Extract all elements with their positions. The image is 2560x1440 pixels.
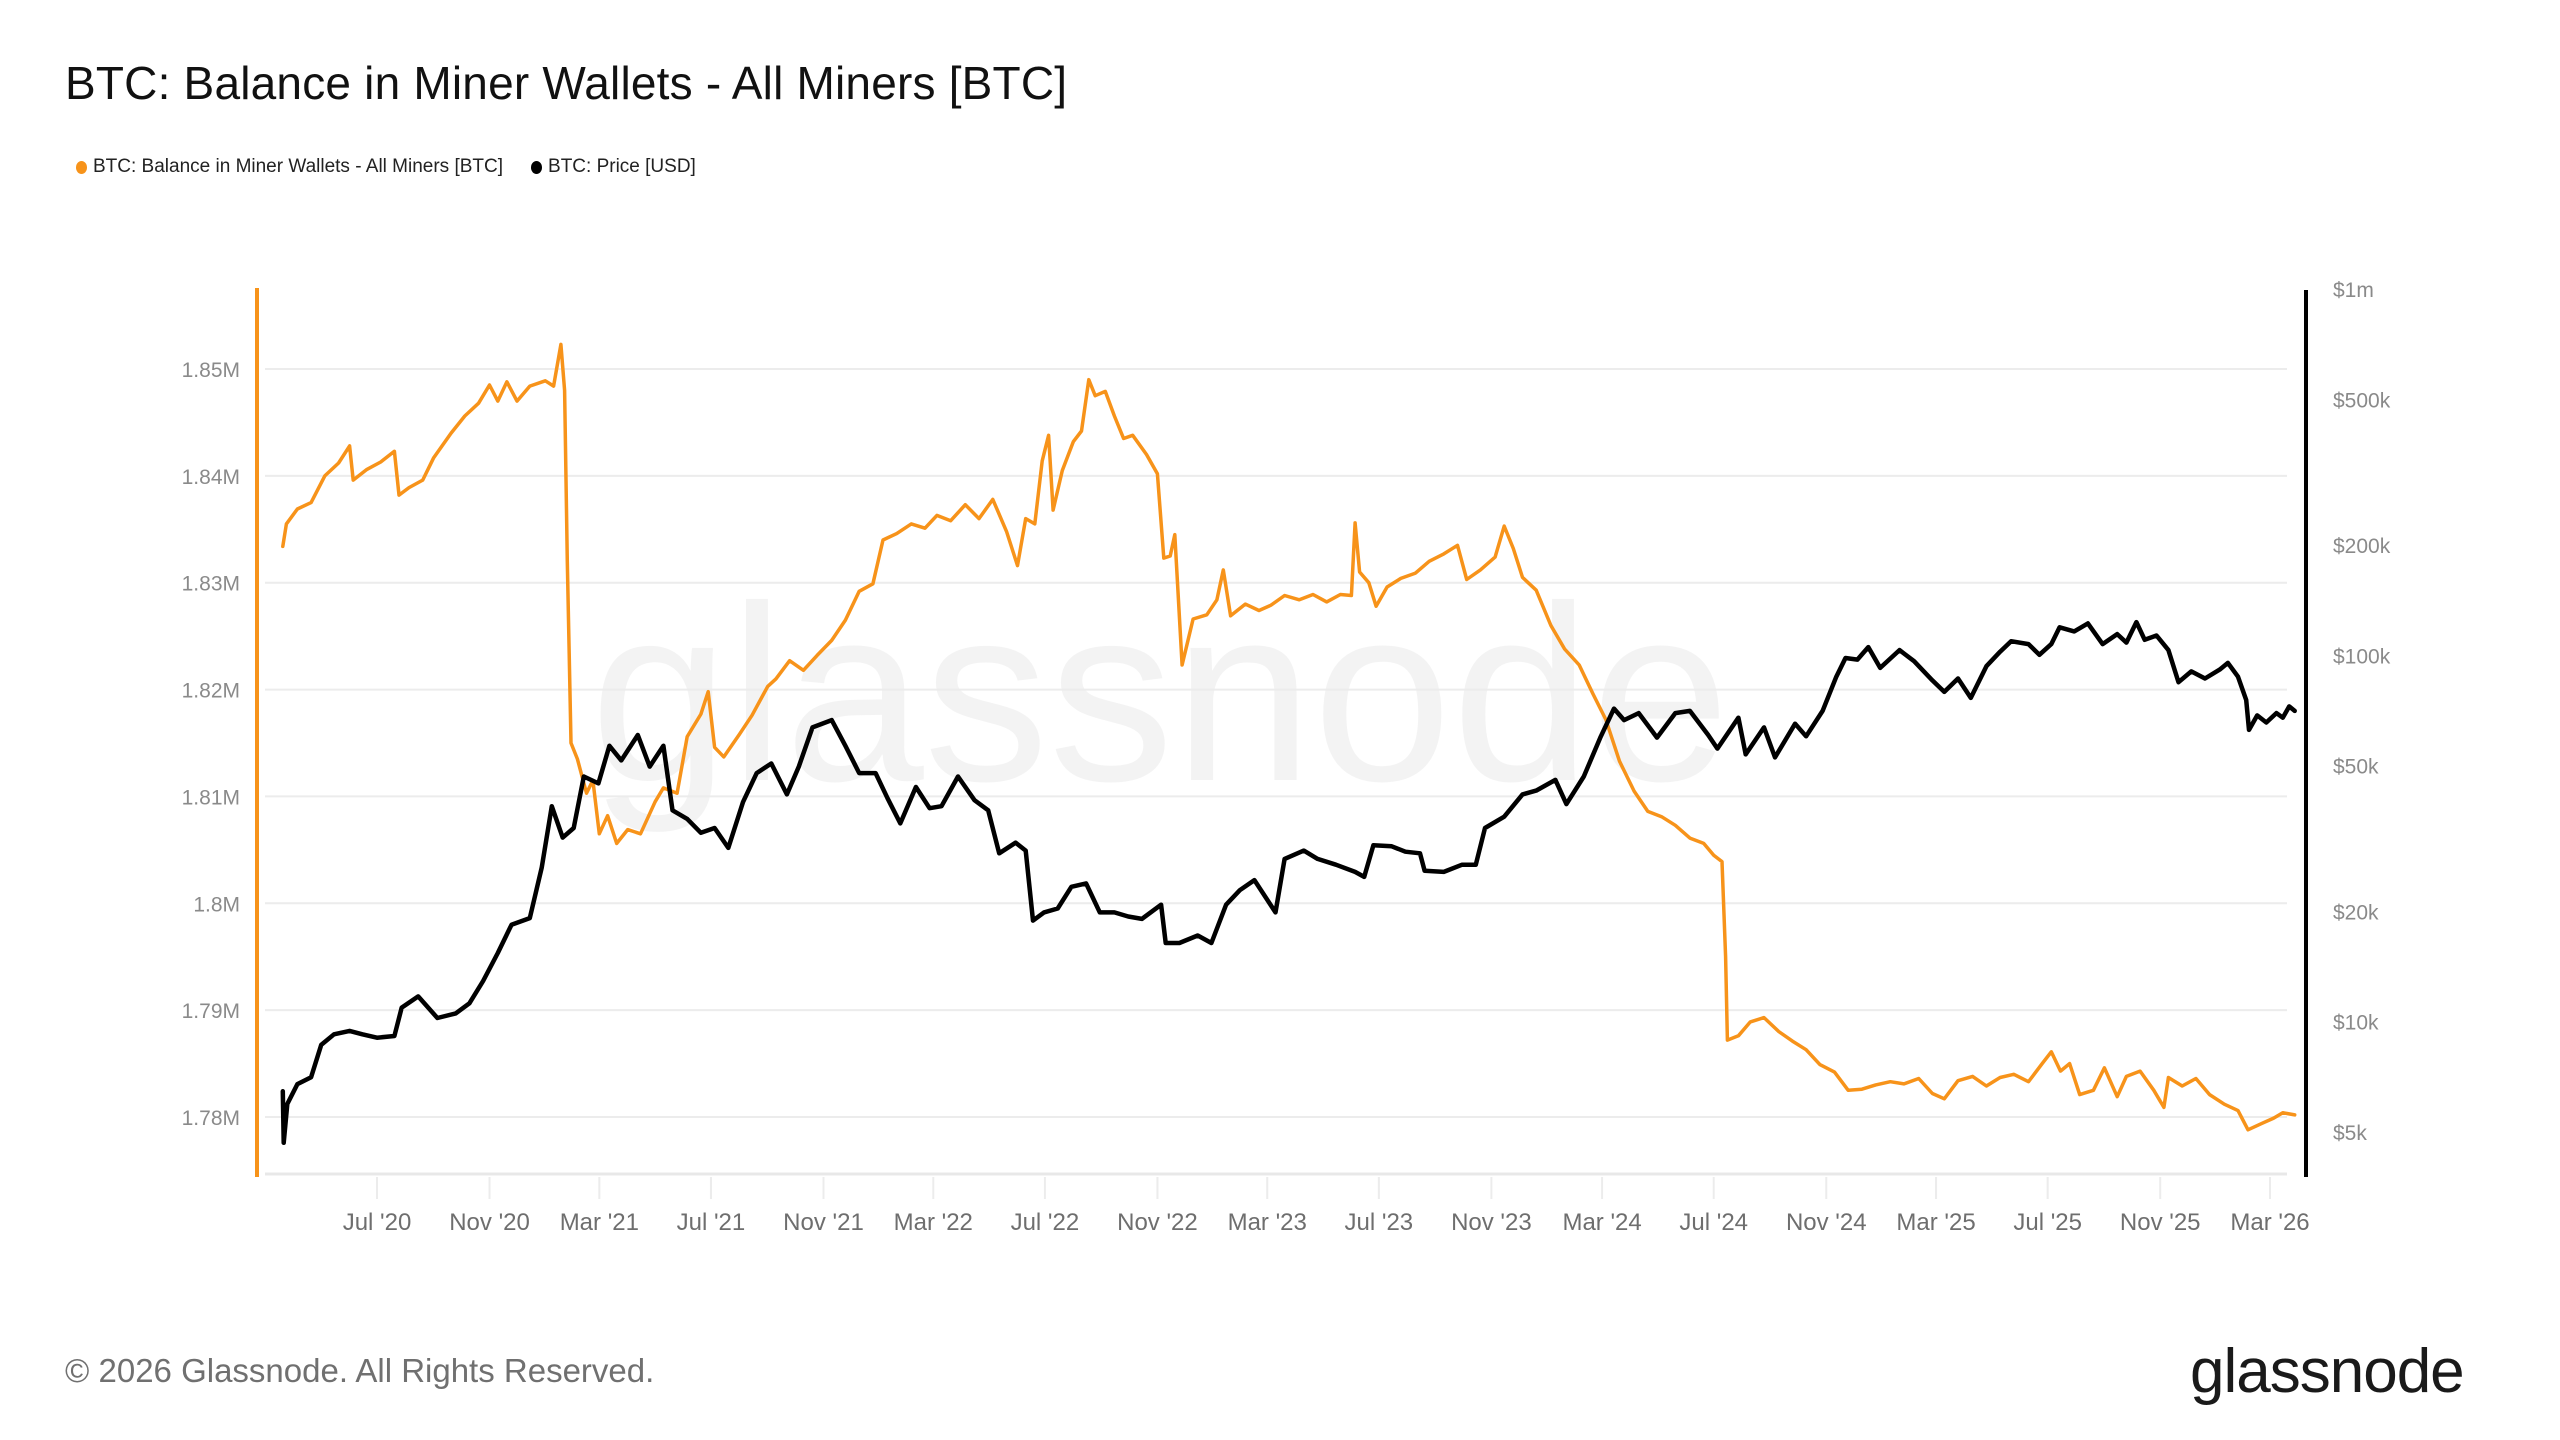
y-axis-right: $1m $500k $200k $100k $50k $20k $10k $5k xyxy=(2304,279,2391,1177)
y-left-tick-label: 1.85M xyxy=(182,359,240,382)
x-tick-label: Mar '22 xyxy=(894,1209,973,1236)
legend-dot-orange-icon xyxy=(76,160,87,174)
x-tick-label: Jul '23 xyxy=(1345,1209,1414,1236)
x-tick-label: Mar '23 xyxy=(1228,1209,1307,1236)
y-left-tick-label: 1.79M xyxy=(182,1000,240,1023)
gridlines xyxy=(265,368,2287,1118)
legend-label-price: BTC: Price [USD] xyxy=(548,156,696,177)
legend-label-miner-balance: BTC: Balance in Miner Wallets - All Mine… xyxy=(93,156,504,177)
y-right-tick-label: $20k xyxy=(2333,901,2379,924)
x-tick-label: Nov '20 xyxy=(449,1209,530,1236)
x-tick-label: Nov '24 xyxy=(1786,1209,1867,1236)
series-line-miner-balance xyxy=(281,342,2297,1132)
x-tick-label: Nov '25 xyxy=(2120,1209,2201,1236)
x-tick-label: Mar '25 xyxy=(1896,1209,1975,1236)
y-right-tick-label: $500k xyxy=(2333,389,2391,412)
x-tick-label: Mar '24 xyxy=(1562,1209,1641,1236)
x-tick-label: Mar '26 xyxy=(2230,1209,2309,1236)
y-left-tick-label: 1.78M xyxy=(182,1107,240,1130)
x-tick-label: Nov '21 xyxy=(783,1209,864,1236)
y-right-tick-label: $5k xyxy=(2333,1122,2367,1145)
y-axis-left: 1.85M 1.84M 1.83M 1.82M 1.81M 1.8M 1.79M 1.78M xyxy=(182,288,259,1177)
y-right-tick-label: $1m xyxy=(2333,279,2374,302)
x-tick-label: Jul '20 xyxy=(343,1209,412,1236)
y-left-tick-label: 1.81M xyxy=(182,786,240,809)
y-left-tick-label: 1.82M xyxy=(182,680,240,703)
glassnode-logo: glassnode xyxy=(2190,1337,2465,1406)
series-line-btc-price xyxy=(280,619,2297,1146)
copyright-text: © 2026 Glassnode. All Rights Reserved. xyxy=(65,1352,655,1389)
legend-dot-black-icon xyxy=(531,160,543,174)
x-tick-label: Mar '21 xyxy=(560,1209,639,1236)
x-tick-label: Nov '22 xyxy=(1117,1209,1198,1236)
x-axis: Jul '20 Nov '20 Mar '21 Jul '21 Nov '21 Mar '… xyxy=(265,1172,2310,1236)
y-right-tick-label: $200k xyxy=(2333,535,2391,558)
y-left-tick-label: 1.8M xyxy=(193,893,240,916)
x-tick-label: Jul '25 xyxy=(2013,1209,2082,1236)
legend: BTC: Balance in Miner Wallets - All Mine… xyxy=(76,156,696,178)
series-lines xyxy=(280,342,2297,1146)
y-right-tick-label: $50k xyxy=(2333,756,2379,779)
legend-item-miner-balance[interactable]: BTC: Balance in Miner Wallets - All Mine… xyxy=(76,156,503,178)
x-tick-label: Jul '21 xyxy=(677,1209,746,1236)
x-tick-label: Jul '24 xyxy=(1679,1209,1748,1236)
chart-title: BTC: Balance in Miner Wallets - All Mine… xyxy=(65,57,1068,109)
y-right-tick-label: $10k xyxy=(2333,1012,2379,1035)
x-tick-label: Jul '22 xyxy=(1011,1209,1080,1236)
y-left-tick-label: 1.84M xyxy=(182,466,240,489)
y-left-tick-label: 1.83M xyxy=(182,573,240,596)
y-right-tick-label: $100k xyxy=(2333,645,2391,668)
legend-item-price[interactable]: BTC: Price [USD] xyxy=(531,156,696,178)
x-tick-label: Nov '23 xyxy=(1451,1209,1532,1236)
